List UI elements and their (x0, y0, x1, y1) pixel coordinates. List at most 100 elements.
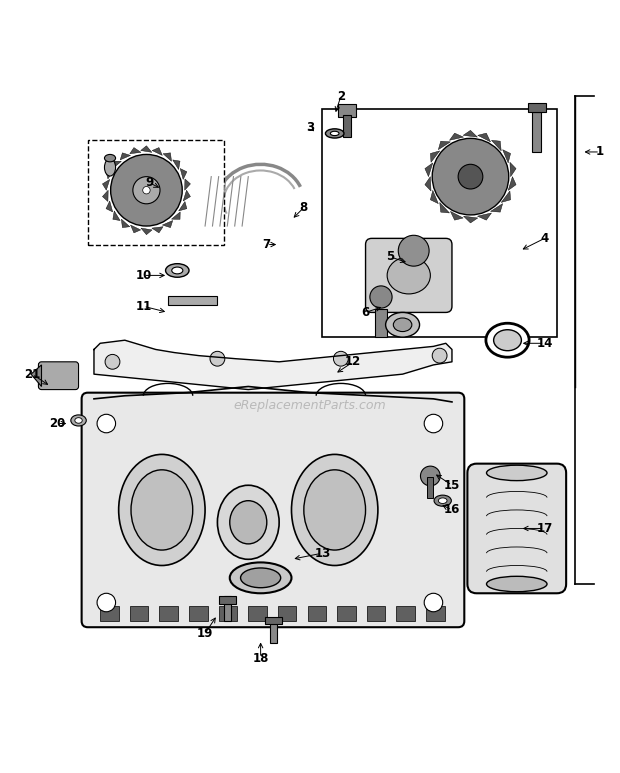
Polygon shape (492, 140, 501, 151)
Ellipse shape (131, 470, 193, 550)
Circle shape (424, 414, 443, 433)
Text: 18: 18 (252, 652, 269, 665)
Circle shape (424, 593, 443, 611)
Polygon shape (120, 153, 131, 160)
Text: 3: 3 (306, 121, 314, 134)
Text: 1: 1 (596, 145, 604, 158)
Ellipse shape (330, 131, 339, 135)
Polygon shape (185, 179, 190, 190)
Ellipse shape (104, 158, 115, 176)
Bar (219, 596, 236, 604)
Polygon shape (102, 179, 110, 190)
Bar (88, 140, 224, 244)
Polygon shape (440, 203, 450, 213)
Ellipse shape (172, 267, 183, 274)
Text: 6: 6 (361, 306, 370, 319)
Text: eReplacementParts.com: eReplacementParts.com (234, 399, 386, 411)
Polygon shape (152, 148, 162, 155)
Polygon shape (131, 225, 141, 233)
Ellipse shape (326, 129, 344, 138)
Polygon shape (425, 177, 431, 191)
Text: 20: 20 (49, 417, 65, 430)
Ellipse shape (218, 485, 279, 560)
Polygon shape (141, 228, 152, 235)
Text: 12: 12 (345, 356, 361, 368)
Ellipse shape (393, 318, 412, 332)
Polygon shape (31, 365, 42, 386)
Ellipse shape (230, 563, 291, 593)
Ellipse shape (487, 465, 547, 481)
Polygon shape (501, 191, 510, 203)
FancyBboxPatch shape (366, 238, 452, 312)
Text: 13: 13 (314, 547, 330, 560)
Polygon shape (180, 169, 187, 179)
Circle shape (105, 354, 120, 369)
Ellipse shape (291, 455, 378, 566)
Circle shape (458, 165, 483, 189)
Ellipse shape (438, 498, 447, 503)
Ellipse shape (487, 577, 547, 591)
Bar (130, 605, 148, 621)
Bar (375, 309, 387, 337)
Ellipse shape (104, 155, 115, 162)
Bar (532, 112, 541, 152)
Circle shape (432, 348, 447, 363)
Text: 11: 11 (135, 300, 151, 313)
Polygon shape (183, 190, 190, 201)
Polygon shape (450, 133, 464, 140)
Polygon shape (163, 153, 172, 162)
Polygon shape (94, 340, 452, 390)
Bar (278, 605, 296, 621)
Ellipse shape (118, 455, 205, 566)
Circle shape (334, 351, 348, 366)
Bar (426, 605, 445, 621)
Polygon shape (162, 220, 173, 227)
Ellipse shape (387, 257, 430, 294)
FancyBboxPatch shape (322, 109, 557, 337)
Bar (528, 103, 546, 112)
Bar (270, 618, 277, 642)
Circle shape (420, 466, 440, 486)
Text: 15: 15 (444, 478, 460, 492)
Circle shape (370, 286, 392, 308)
Ellipse shape (71, 415, 86, 426)
Polygon shape (430, 151, 440, 162)
Text: 14: 14 (536, 337, 553, 350)
Bar (396, 605, 415, 621)
FancyBboxPatch shape (467, 464, 566, 593)
Ellipse shape (494, 330, 521, 351)
Text: 16: 16 (444, 503, 460, 516)
Bar (219, 605, 237, 621)
Text: 7: 7 (263, 238, 271, 251)
Text: 17: 17 (536, 522, 552, 535)
Circle shape (133, 177, 160, 204)
Circle shape (110, 155, 182, 226)
Polygon shape (168, 296, 218, 305)
Ellipse shape (486, 323, 529, 357)
Polygon shape (477, 213, 492, 220)
Polygon shape (450, 211, 463, 220)
Polygon shape (438, 141, 450, 150)
Bar (189, 605, 208, 621)
Polygon shape (508, 177, 516, 190)
Polygon shape (106, 201, 113, 212)
Polygon shape (141, 146, 152, 152)
Bar (338, 104, 356, 117)
Bar (224, 596, 231, 621)
Polygon shape (464, 216, 478, 223)
Ellipse shape (75, 417, 82, 424)
Circle shape (432, 138, 509, 215)
Bar (367, 605, 385, 621)
Ellipse shape (230, 501, 267, 544)
Circle shape (97, 414, 115, 433)
Circle shape (143, 186, 150, 194)
Bar (337, 605, 356, 621)
Polygon shape (425, 163, 433, 177)
Text: 9: 9 (146, 176, 154, 189)
FancyBboxPatch shape (82, 393, 464, 627)
Polygon shape (113, 161, 122, 169)
Text: 4: 4 (541, 232, 549, 245)
Ellipse shape (434, 495, 451, 506)
Polygon shape (122, 219, 130, 227)
Polygon shape (430, 190, 438, 203)
